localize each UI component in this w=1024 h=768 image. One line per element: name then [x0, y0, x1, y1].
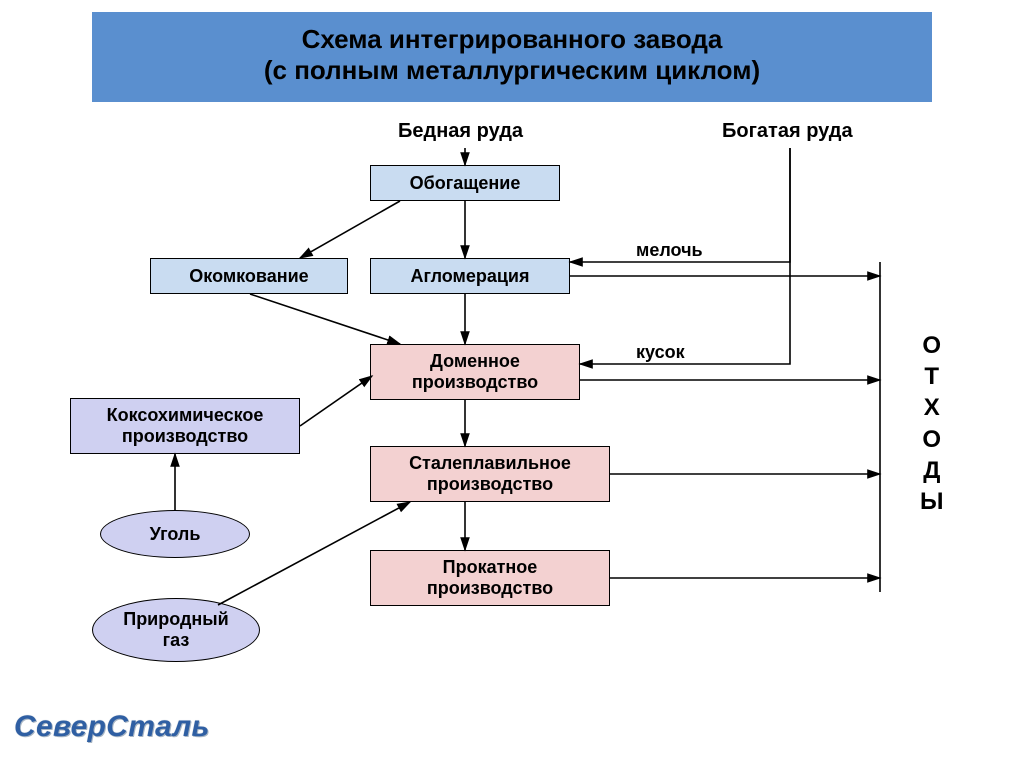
- label-rich-ore: Богатая руда: [722, 120, 853, 143]
- label-waste: ОТХОДЫ: [920, 330, 944, 517]
- label-lump: кусок: [636, 342, 685, 363]
- node-rolling: Прокатноепроизводство: [370, 550, 610, 606]
- title-line2: (с полным металлургическим циклом): [100, 55, 924, 86]
- title-line1: Схема интегрированного завода: [100, 24, 924, 55]
- node-natural-gas: Природныйгаз: [92, 598, 260, 662]
- node-pelletizing: Окомкование: [150, 258, 348, 294]
- label-fines: мелочь: [636, 240, 703, 261]
- stage: Схема интегрированного завода (с полным …: [0, 0, 1024, 768]
- node-sintering: Агломерация: [370, 258, 570, 294]
- node-coal: Уголь: [100, 510, 250, 558]
- diagram-title: Схема интегрированного завода (с полным …: [92, 12, 932, 102]
- node-enrichment: Обогащение: [370, 165, 560, 201]
- node-blast-furnace: Доменноепроизводство: [370, 344, 580, 400]
- logo-severstal: СеверСталь: [14, 710, 210, 744]
- node-coke-chemical: Коксохимическоепроизводство: [70, 398, 300, 454]
- node-steelmaking: Сталеплавильноепроизводство: [370, 446, 610, 502]
- label-poor-ore: Бедная руда: [398, 120, 523, 143]
